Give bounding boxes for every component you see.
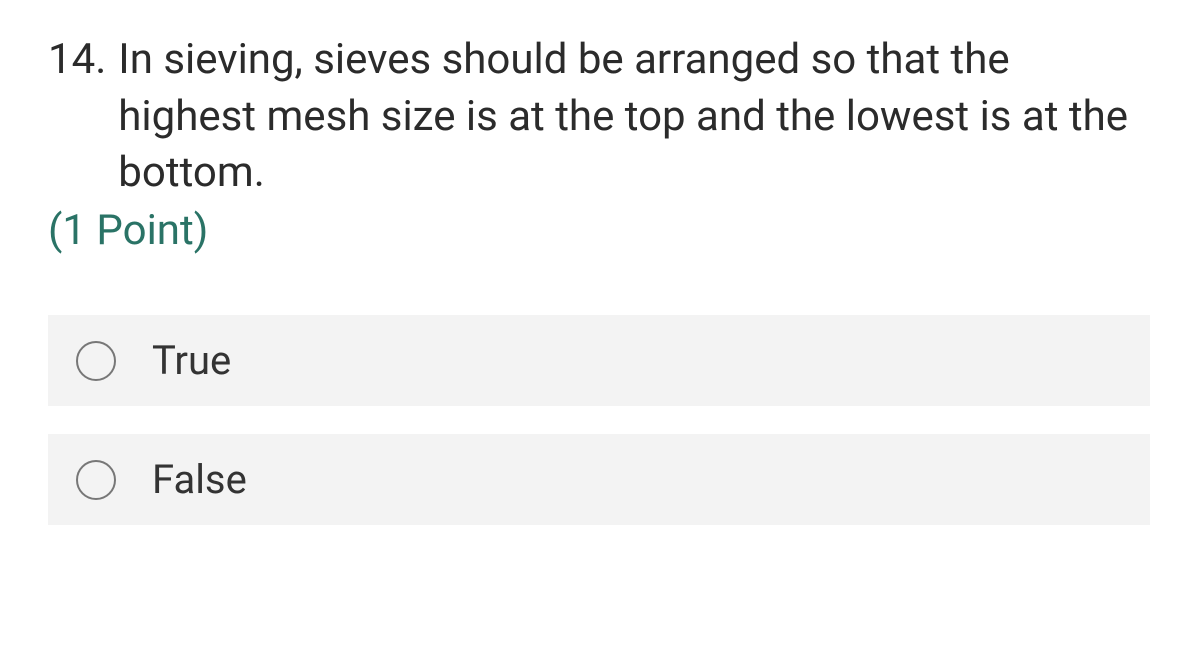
option-label: False: [152, 456, 247, 503]
question-block: 14. In sieving, sieves should be arrange…: [48, 32, 1150, 525]
question-row: 14. In sieving, sieves should be arrange…: [48, 32, 1150, 202]
radio-icon: [76, 460, 116, 500]
question-text: In sieving, sieves should be arranged so…: [118, 32, 1150, 202]
points-label: (1 Point): [48, 206, 1150, 255]
radio-icon: [76, 341, 116, 381]
option-label: True: [152, 337, 231, 384]
options-list: True False: [48, 315, 1150, 525]
option-true[interactable]: True: [48, 315, 1150, 406]
option-false[interactable]: False: [48, 434, 1150, 525]
question-number: 14.: [48, 32, 118, 89]
